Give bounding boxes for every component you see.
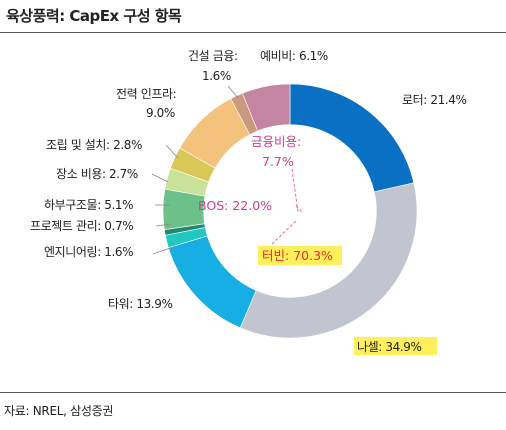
leader-line-4 — [165, 144, 179, 159]
slice-label-engineering: 엔지니어링: 1.6% — [44, 245, 133, 259]
leader-line-5 — [227, 85, 239, 99]
leader-line-0 — [152, 245, 177, 255]
slice-label-project-mgmt: 프로젝트 관리: 0.7% — [30, 219, 133, 233]
source-note: 자료: NREL, 삼성증권 — [4, 404, 114, 418]
group-label-finance-line1: 금융비용: — [251, 134, 301, 149]
group-label-turbine: 터빈: 70.3% — [262, 248, 333, 263]
nacelle-highlight — [354, 337, 437, 355]
bos-connector — [295, 205, 303, 213]
slice-label-electrical: 전력 인프라: — [116, 87, 176, 101]
finance-connector — [291, 168, 299, 213]
slice-label-assembly: 조립 및 설치: 2.8% — [46, 138, 142, 152]
turbine-highlight — [258, 246, 342, 265]
group-label-finance-line2: 7.7% — [262, 154, 294, 169]
group-label-bos: BOS: 22.0% — [198, 198, 272, 213]
slice-label-tower: 타워: 13.9% — [108, 297, 172, 311]
slice-label-site: 장소 비용: 2.7% — [56, 167, 138, 181]
chart-title: 육상풍력: CapEx 구성 항목 — [6, 7, 182, 25]
top-divider — [0, 32, 506, 33]
slice-label-construction-finance-value: 1.6% — [202, 69, 231, 83]
slice-label-foundation: 하부구조물: 5.1% — [44, 198, 133, 212]
slice-label-electrical-value: 9.0% — [146, 106, 175, 120]
slice-10 — [242, 83, 291, 132]
leader-line-3 — [151, 173, 169, 183]
slice-label-construction-finance: 건설 금융: — [188, 49, 238, 63]
bottom-divider — [0, 392, 506, 393]
slice-0 — [289, 83, 415, 193]
slice-label-contingency: 예비비: 6.1% — [260, 49, 328, 63]
slice-2 — [168, 235, 257, 329]
slice-1 — [239, 182, 418, 339]
slice-label-rotor: 로터: 21.4% — [402, 93, 466, 107]
turbine-connector — [271, 219, 298, 245]
leader-line-1 — [155, 223, 172, 227]
slice-label-nacelle: 나셀: 34.9% — [357, 340, 421, 354]
